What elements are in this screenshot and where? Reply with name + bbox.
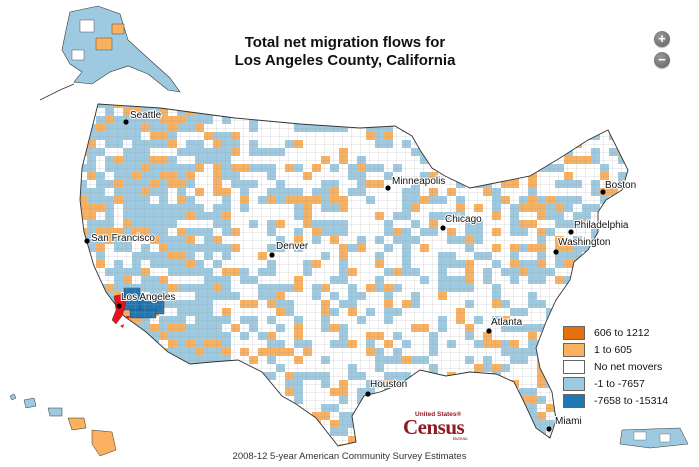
city-marker: Philadelphia — [568, 219, 630, 235]
legend-label: 1 to 605 — [594, 344, 632, 356]
zoom-in-button[interactable]: + — [654, 31, 670, 47]
census-bureau-logo: United States® Census Bureau — [401, 411, 468, 441]
title-line-1: Total net migration flows for — [244, 34, 446, 51]
city-dot — [553, 249, 559, 255]
puerto-rico-inset — [619, 427, 689, 449]
city-dot — [600, 189, 606, 195]
city-label: Philadelphia — [574, 220, 629, 231]
city-label: Washington — [558, 237, 610, 248]
city-dot — [486, 328, 492, 334]
legend-label: -7658 to -15314 — [594, 395, 669, 407]
city-dot — [568, 229, 574, 235]
legend-swatch — [563, 326, 585, 340]
city-label: Miami — [555, 416, 582, 427]
city-marker: Miami — [546, 415, 583, 432]
legend-label: -1 to -7657 — [594, 378, 645, 390]
legend-swatch — [563, 377, 585, 391]
hawaii-inset — [9, 393, 117, 457]
legend-item: No net movers — [563, 359, 693, 375]
legend-swatch — [563, 394, 585, 408]
city-dot — [116, 303, 122, 309]
logo-wordmark: Census — [403, 415, 465, 439]
legend-label: 606 to 1212 — [594, 327, 650, 339]
city-marker: Washington — [553, 236, 611, 255]
city-marker: Boston — [600, 179, 637, 195]
city-marker: Los Angeles — [116, 291, 177, 309]
city-dot — [365, 391, 371, 397]
legend-item: -1 to -7657 — [563, 376, 693, 392]
city-label: Seattle — [130, 110, 162, 121]
legend-swatch — [563, 343, 585, 357]
zoom-out-button[interactable]: − — [654, 52, 670, 68]
logo-bureau-text: Bureau — [453, 436, 468, 441]
city-label: Los Angeles — [121, 292, 176, 303]
city-label: Chicago — [445, 214, 482, 225]
legend-swatch — [563, 360, 585, 374]
source-note: 2008-12 5-year American Community Survey… — [232, 451, 467, 462]
city-marker: San Francisco — [84, 232, 156, 245]
city-dot — [269, 252, 275, 258]
city-marker: Atlanta — [486, 316, 524, 334]
city-marker: Denver — [269, 240, 310, 258]
legend-label: No net movers — [594, 361, 663, 373]
los-angeles-county[interactable] — [111, 293, 127, 325]
city-marker: Chicago — [440, 213, 483, 231]
city-dot — [385, 185, 391, 191]
city-marker: Minneapolis — [385, 175, 446, 191]
city-dot — [123, 119, 129, 125]
legend-item: 606 to 1212 — [563, 325, 693, 341]
city-marker: Houston — [365, 378, 408, 397]
alaska-inset — [39, 5, 181, 101]
logo-small-text: United States® — [415, 411, 462, 418]
city-label: Houston — [370, 379, 407, 390]
city-label: Boston — [605, 180, 636, 191]
title-line-2: Los Angeles County, California — [234, 52, 456, 69]
city-dot — [84, 238, 90, 244]
city-label: Minneapolis — [392, 176, 445, 187]
city-label: Atlanta — [491, 317, 523, 328]
map-legend: 606 to 1212 1 to 605 No net movers -1 to… — [563, 325, 693, 410]
map-title: Total net migration flows for Los Angele… — [195, 34, 495, 70]
legend-item: 1 to 605 — [563, 342, 693, 358]
legend-item: -7658 to -15314 — [563, 393, 693, 409]
city-label: San Francisco — [91, 233, 155, 244]
city-marker: Seattle — [123, 109, 163, 125]
city-dot — [546, 426, 552, 432]
city-label: Denver — [276, 241, 309, 252]
city-dot — [440, 225, 446, 231]
city-markers: Seattle San Francisco Los Angeles Denver Min… — [84, 109, 637, 432]
